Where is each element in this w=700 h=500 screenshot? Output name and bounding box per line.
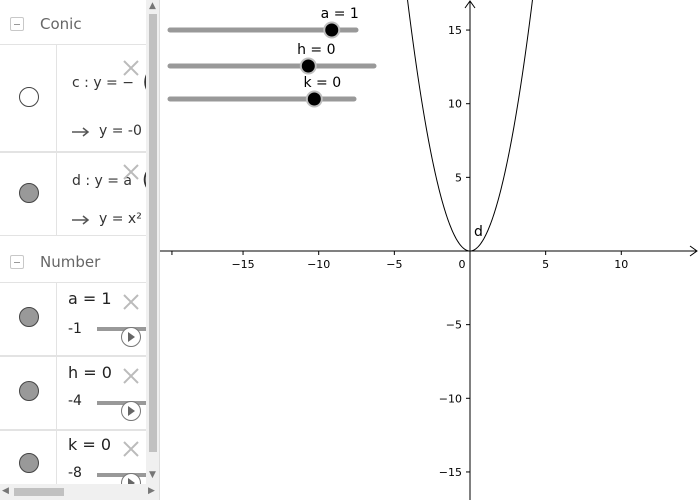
algebra-item-c[interactable]: c : y = − ( y = -0 (0, 44, 152, 152)
slider-label: k = 0 (303, 75, 341, 91)
marble-cell (0, 153, 57, 235)
visibility-toggle-k[interactable] (19, 453, 39, 473)
horizontal-scrollbar[interactable]: ◀ ▶ (0, 484, 159, 500)
collapse-number-button[interactable] (10, 255, 24, 269)
slider-point[interactable] (301, 59, 315, 73)
number-group-header[interactable]: Number (0, 244, 146, 280)
algebra-item-a[interactable]: a = 1 -1 (0, 282, 146, 356)
slider-min-k: -8 (68, 465, 82, 481)
graphics-view[interactable]: −15 −10 −5 0 5 10 15 10 5 −5 −10 −15 d a = 1 h = 0 k… (160, 0, 700, 500)
x-tick-label: 0 (459, 258, 466, 271)
algebra-item-h[interactable]: h = 0 -4 (0, 356, 146, 430)
value-d: y = x² (99, 211, 142, 227)
mini-slider-a[interactable] (97, 327, 146, 331)
y-tick-label: 10 (448, 98, 462, 111)
algebra-view: Conic c : y = − ( y = -0 d : y = a ( (0, 0, 160, 500)
x-tick-label: −5 (386, 258, 402, 271)
number-group-label: Number (40, 253, 101, 271)
delete-k-icon[interactable] (122, 440, 140, 458)
x-tick-label: 5 (542, 258, 549, 271)
delete-a-icon[interactable] (122, 293, 140, 311)
play-h-button[interactable] (121, 401, 141, 421)
curve-label-d: d (474, 224, 483, 240)
y-tick-label: 5 (455, 171, 462, 184)
delete-c-icon[interactable] (122, 59, 140, 77)
y-tick-label: −10 (439, 392, 462, 405)
conic-group-label: Conic (40, 15, 82, 33)
output-arrow-icon (72, 127, 90, 137)
slider-min-a: -1 (68, 321, 82, 337)
number-label-h[interactable]: h = 0 (68, 363, 112, 382)
slider-point[interactable] (307, 92, 321, 106)
number-label-a[interactable]: a = 1 (68, 289, 112, 308)
visibility-toggle-h[interactable] (19, 381, 39, 401)
paren-glyph: ( (142, 167, 150, 191)
value-c: y = -0 (99, 123, 142, 139)
scroll-down-icon[interactable]: ▼ (149, 470, 156, 480)
curve-d[interactable] (394, 0, 545, 252)
algebra-item-d[interactable]: d : y = a ( y = x² (0, 152, 150, 236)
conic-group-header[interactable]: Conic (0, 6, 146, 42)
marble-cell (0, 357, 57, 429)
y-tick-label: −5 (446, 319, 462, 332)
number-label-k[interactable]: k = 0 (68, 435, 112, 454)
marble-cell (0, 45, 57, 151)
marble-cell (0, 283, 57, 355)
slider-point[interactable] (325, 23, 339, 37)
y-tick-label: 15 (448, 24, 462, 37)
horizontal-scroll-thumb[interactable] (14, 488, 64, 496)
scroll-right-icon[interactable]: ▶ (148, 486, 155, 496)
output-arrow-icon (72, 215, 90, 225)
x-axis (160, 245, 698, 257)
play-a-button[interactable] (121, 327, 141, 347)
marble-cell (0, 431, 57, 500)
visibility-toggle-c[interactable] (19, 87, 39, 107)
scroll-up-icon[interactable]: ▲ (149, 1, 156, 11)
delete-d-icon[interactable] (122, 163, 140, 181)
x-tick-label: −15 (231, 258, 254, 271)
mini-slider-h[interactable] (97, 401, 146, 405)
x-ticks: −15 −10 −5 0 5 10 (171, 251, 628, 271)
slider-label: h = 0 (297, 42, 335, 58)
scroll-left-icon[interactable]: ◀ (2, 486, 9, 496)
vertical-scroll-thumb[interactable] (149, 14, 157, 452)
mini-slider-k[interactable] (97, 473, 146, 477)
x-tick-label: 10 (614, 258, 628, 271)
vertical-scrollbar[interactable]: ▲ ▼ (146, 0, 159, 484)
slider-widgets[interactable]: a = 1 h = 0 k = 0 (167, 6, 377, 108)
delete-h-icon[interactable] (122, 367, 140, 385)
slider-label: a = 1 (321, 6, 359, 22)
collapse-conic-button[interactable] (10, 17, 24, 31)
visibility-toggle-d[interactable] (19, 183, 39, 203)
y-ticks: 15 10 5 −5 −10 −15 (439, 24, 470, 479)
definition-d[interactable]: d : y = a (72, 173, 132, 189)
x-tick-label: −10 (307, 258, 330, 271)
y-tick-label: −15 (439, 466, 462, 479)
definition-c[interactable]: c : y = − (72, 75, 134, 91)
slider-min-h: -4 (68, 393, 82, 409)
visibility-toggle-a[interactable] (19, 307, 39, 327)
